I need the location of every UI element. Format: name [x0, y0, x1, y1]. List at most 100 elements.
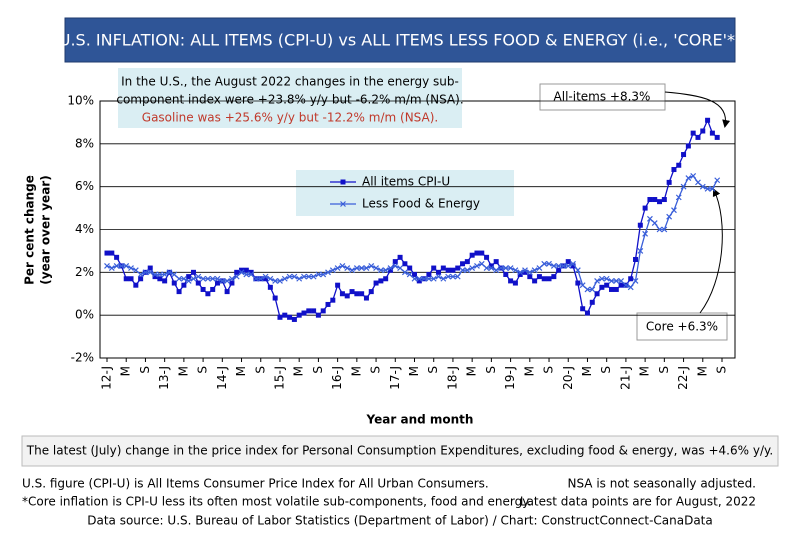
- point-marker: [454, 273, 461, 280]
- x-tick-label: 21-J: [618, 366, 632, 390]
- point-marker: [277, 314, 283, 320]
- x-tick-label: S: [311, 366, 325, 374]
- point-marker: [353, 265, 360, 271]
- y-tick-label: -2%: [71, 351, 94, 365]
- point-marker: [502, 265, 509, 271]
- point-marker: [344, 265, 351, 271]
- point-marker: [478, 260, 485, 267]
- y-tick-label: 0%: [75, 308, 94, 322]
- point-marker: [397, 254, 403, 260]
- point-marker: [378, 278, 384, 284]
- point-marker: [464, 267, 471, 274]
- point-marker: [700, 128, 706, 134]
- point-marker: [460, 261, 466, 267]
- point-marker: [656, 226, 663, 233]
- point-marker: [661, 226, 668, 233]
- point-marker: [426, 271, 432, 277]
- point-marker: [450, 273, 456, 280]
- point-marker: [556, 267, 562, 273]
- x-tick-label: M: [119, 366, 133, 376]
- point-marker: [186, 274, 192, 280]
- point-marker: [598, 275, 605, 282]
- point-marker: [219, 277, 226, 284]
- x-tick-label: 19-J: [503, 366, 517, 390]
- point-marker: [512, 280, 518, 286]
- point-marker: [512, 267, 519, 274]
- point-marker: [469, 252, 475, 258]
- point-marker: [301, 273, 307, 280]
- point-marker: [200, 286, 206, 292]
- point-marker: [671, 167, 677, 173]
- point-marker: [690, 173, 697, 179]
- y-axis-label: (year over year): [39, 175, 53, 284]
- point-marker: [311, 308, 317, 314]
- point-marker: [373, 265, 379, 271]
- x-tick-label: M: [292, 366, 306, 376]
- point-marker: [709, 185, 716, 192]
- point-marker: [642, 230, 649, 237]
- y-tick-label: 10%: [67, 94, 94, 108]
- point-marker: [104, 250, 110, 256]
- point-marker: [628, 276, 634, 282]
- point-marker: [594, 291, 600, 297]
- point-marker: [181, 282, 187, 288]
- footnote: U.S. figure (CPI-U) is All Items Consume…: [22, 477, 489, 491]
- point-marker: [551, 274, 557, 280]
- point-marker: [618, 277, 625, 284]
- point-marker: [315, 312, 321, 318]
- point-marker: [344, 293, 350, 299]
- point-marker: [176, 289, 182, 295]
- point-marker: [651, 220, 658, 226]
- point-marker: [570, 263, 576, 269]
- point-marker: [604, 282, 610, 288]
- x-tick-label: 13-J: [157, 366, 171, 390]
- x-tick-label: M: [638, 366, 652, 376]
- footnote: Latest data points are for August, 2022: [520, 495, 756, 509]
- point-marker: [445, 267, 451, 273]
- x-tick-label: M: [465, 366, 479, 376]
- point-marker: [263, 276, 269, 282]
- point-marker: [325, 269, 331, 276]
- annotation-box: [636, 312, 728, 341]
- point-marker: [541, 276, 547, 282]
- point-marker: [383, 276, 389, 282]
- point-marker: [296, 312, 302, 318]
- point-marker: [339, 262, 346, 269]
- x-tick-label: 18-J: [445, 366, 459, 390]
- point-marker: [277, 277, 283, 284]
- annotation-box: [539, 83, 666, 111]
- x-tick-label: M: [176, 366, 190, 376]
- point-marker: [450, 267, 456, 273]
- point-marker: [402, 261, 408, 267]
- point-marker: [680, 183, 687, 190]
- point-marker: [243, 267, 249, 273]
- point-marker: [392, 262, 399, 269]
- point-marker: [185, 277, 192, 284]
- point-marker: [152, 271, 158, 278]
- footer-highlight: The latest (July) change in the price in…: [26, 444, 773, 458]
- point-marker: [675, 194, 682, 201]
- point-marker: [368, 289, 374, 295]
- point-marker: [627, 284, 634, 291]
- point-marker: [215, 280, 221, 286]
- point-marker: [114, 254, 120, 260]
- point-marker: [354, 291, 360, 297]
- point-marker: [522, 267, 528, 274]
- x-tick-label: S: [253, 366, 267, 374]
- point-marker: [291, 316, 297, 322]
- point-marker: [334, 265, 341, 271]
- point-marker: [425, 275, 432, 282]
- x-tick-label: M: [695, 366, 709, 376]
- point-marker: [411, 275, 418, 282]
- point-marker: [695, 134, 701, 140]
- x-tick-label: S: [484, 366, 498, 374]
- point-marker: [459, 267, 466, 274]
- arrow: [699, 188, 723, 314]
- point-marker: [416, 278, 422, 284]
- point-marker: [709, 130, 715, 136]
- point-marker: [493, 259, 499, 265]
- x-tick-label: S: [657, 366, 671, 374]
- point-marker: [282, 312, 288, 318]
- point-marker: [666, 179, 672, 185]
